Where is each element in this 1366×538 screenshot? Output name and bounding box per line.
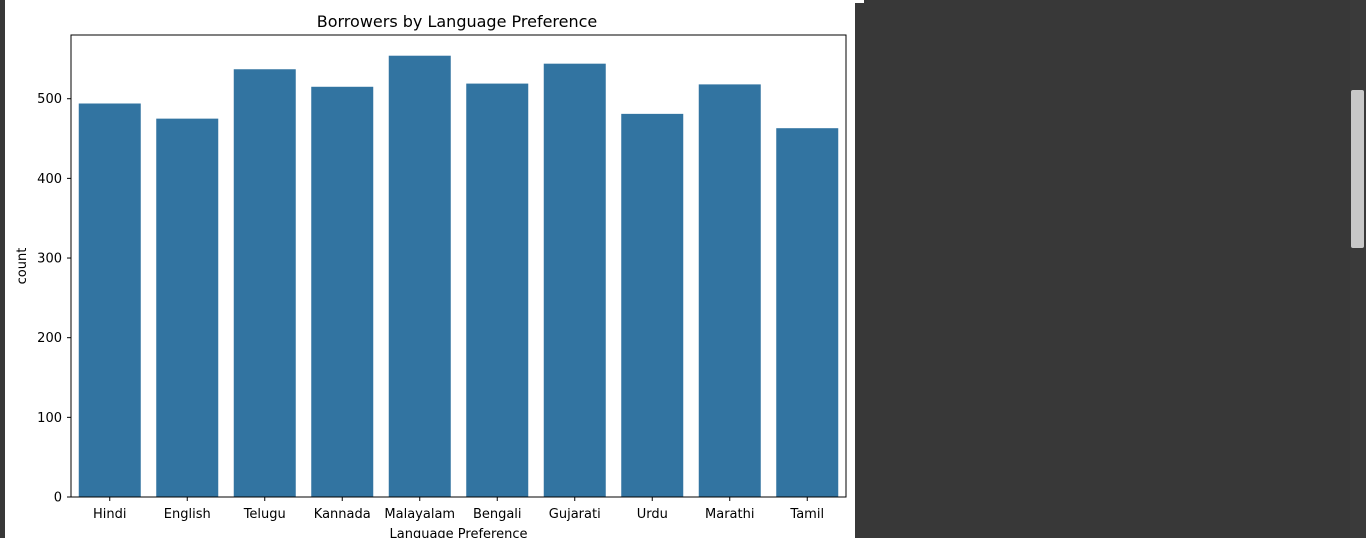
bar-tamil <box>776 128 839 498</box>
figure-edge <box>855 0 864 3</box>
x-tick-label: Hindi <box>93 507 127 522</box>
bar-gujarati <box>543 63 606 497</box>
chart-figure: Borrowers by Language Preference 0 100 200… <box>5 0 855 538</box>
y-tick-label: 0 <box>54 491 62 506</box>
bar-hindi <box>78 103 141 497</box>
plot-frame <box>70 34 847 498</box>
x-tick-label: Malayalam <box>384 507 455 522</box>
y-tick-label: 200 <box>37 331 62 346</box>
x-tick-label: Tamil <box>789 507 824 522</box>
y-tick-label: 100 <box>37 411 62 426</box>
scrollbar-thumb[interactable] <box>1351 90 1364 248</box>
y-tick-label: 500 <box>37 92 62 107</box>
x-tick-label: Telugu <box>243 507 286 522</box>
vertical-scrollbar[interactable] <box>1350 0 1366 538</box>
left-window-edge <box>0 0 5 538</box>
x-tick-label: Marathi <box>705 507 754 522</box>
y-axis-label: count <box>15 248 30 285</box>
x-tick-label: Gujarati <box>549 507 601 522</box>
empty-pane <box>855 3 1350 538</box>
bar-bengali <box>466 83 529 497</box>
bar-malayalam <box>388 55 451 497</box>
bars-group <box>78 55 839 498</box>
bar-marathi <box>698 84 761 498</box>
y-tick-label: 300 <box>37 252 62 267</box>
bar-kannada <box>311 86 374 497</box>
x-axis-label: Language Preference <box>390 527 528 538</box>
x-axis: Hindi English Telugu Kannada Malayalam Bengal… <box>93 497 824 522</box>
bar-english <box>156 118 219 497</box>
x-tick-label: Urdu <box>637 507 668 522</box>
bar-telugu <box>233 69 296 498</box>
x-tick-label: Kannada <box>314 507 371 522</box>
y-axis: 0 100 200 300 400 500 <box>37 92 71 506</box>
chart-title: Borrowers by Language Preference <box>317 12 598 31</box>
x-tick-label: Bengali <box>473 507 522 522</box>
bar-chart: Borrowers by Language Preference 0 100 200… <box>15 12 847 538</box>
bar-urdu <box>621 113 684 498</box>
y-tick-label: 400 <box>37 172 62 187</box>
x-tick-label: English <box>164 507 211 522</box>
